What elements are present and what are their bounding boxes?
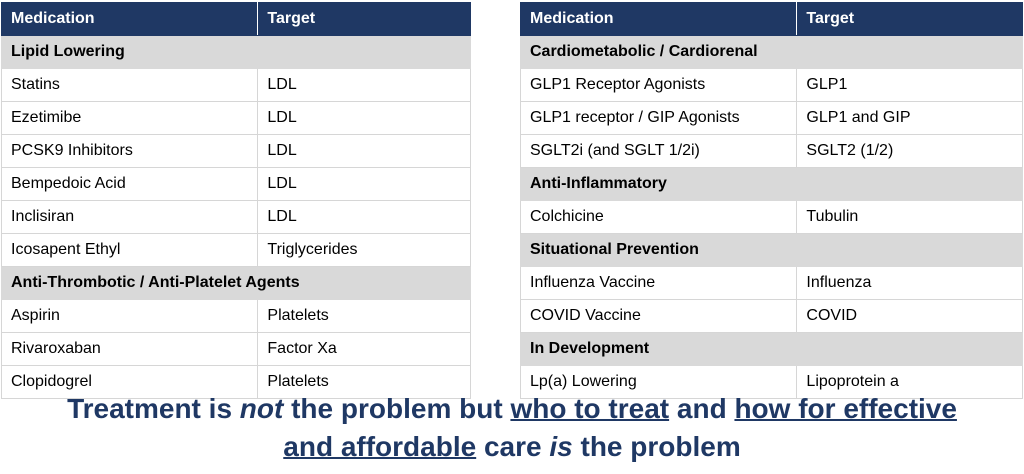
section-label: Lipid Lowering: [1, 35, 471, 69]
table-row: Clopidogrel Platelets: [0, 365, 471, 399]
target-cell: Lipoprotein a: [796, 365, 1023, 399]
target-cell: LDL: [257, 167, 471, 201]
right-medication-table: Medication Target Cardiometabolic / Card…: [519, 2, 1023, 399]
caption-segment: how for effective: [734, 393, 957, 424]
caption-segment: who to treat: [510, 393, 670, 424]
table-row: SGLT2i (and SGLT 1/2i) SGLT2 (1/2): [519, 134, 1023, 168]
caption-segment: care: [476, 431, 550, 462]
medication-cell: Statins: [0, 68, 259, 102]
target-cell: SGLT2 (1/2): [796, 134, 1023, 168]
section-header-row: Lipid Lowering: [1, 35, 471, 69]
medication-cell: GLP1 Receptor Agonists: [519, 68, 798, 102]
caption-segment: is: [549, 431, 573, 462]
target-cell: Influenza: [796, 266, 1023, 300]
caption-segment: not: [239, 393, 284, 424]
right-table-body: Cardiometabolic / Cardiorenal GLP1 Recept…: [519, 35, 1023, 399]
section-label: Cardiometabolic / Cardiorenal: [520, 35, 1023, 69]
medication-cell: Colchicine: [519, 200, 798, 234]
table-row: Lp(a) Lowering Lipoprotein a: [519, 365, 1023, 399]
target-cell: Triglycerides: [257, 233, 471, 267]
section-label: In Development: [520, 332, 1023, 366]
table-row: Aspirin Platelets: [0, 299, 471, 333]
medication-cell: Influenza Vaccine: [519, 266, 798, 300]
caption-segment: and: [669, 393, 735, 424]
right-header-medication: Medication: [519, 2, 798, 36]
target-cell: LDL: [257, 134, 471, 168]
medication-cell: Rivaroxaban: [0, 332, 259, 366]
caption-segment: the problem but: [283, 393, 511, 424]
caption-segment: Treatment is: [67, 393, 240, 424]
medication-cell: Lp(a) Lowering: [519, 365, 798, 399]
table-row: Bempedoic Acid LDL: [0, 167, 471, 201]
summary-caption: Treatment is not the problem but who to …: [0, 390, 1024, 466]
table-row: Inclisiran LDL: [0, 200, 471, 234]
medication-cell: Icosapent Ethyl: [0, 233, 259, 267]
target-cell: GLP1 and GIP: [796, 101, 1023, 135]
section-header-row: Situational Prevention: [520, 233, 1023, 267]
left-table-body: Lipid Lowering Statins LDL Ezetimibe LDL PCSK…: [0, 35, 471, 399]
section-label: Anti-Thrombotic / Anti-Platelet Agents: [1, 266, 471, 300]
medication-cell: Clopidogrel: [0, 365, 259, 399]
target-cell: LDL: [257, 68, 471, 102]
medication-cell: COVID Vaccine: [519, 299, 798, 333]
table-row: Statins LDL: [0, 68, 471, 102]
target-cell: Platelets: [257, 365, 471, 399]
caption-segment: and affordable: [283, 431, 477, 462]
target-cell: LDL: [257, 200, 471, 234]
table-row: Ezetimibe LDL: [0, 101, 471, 135]
right-header-target: Target: [796, 2, 1023, 36]
left-header-medication: Medication: [0, 2, 259, 36]
medication-cell: Inclisiran: [0, 200, 259, 234]
target-cell: GLP1: [796, 68, 1023, 102]
medication-cell: Bempedoic Acid: [0, 167, 259, 201]
medication-cell: Aspirin: [0, 299, 259, 333]
section-header-row: Anti-Inflammatory: [520, 167, 1023, 201]
table-row: Colchicine Tubulin: [519, 200, 1023, 234]
target-cell: LDL: [257, 101, 471, 135]
left-header-target: Target: [257, 2, 471, 36]
section-header-row: Cardiometabolic / Cardiorenal: [520, 35, 1023, 69]
section-header-row: In Development: [520, 332, 1023, 366]
medication-cell: SGLT2i (and SGLT 1/2i): [519, 134, 798, 168]
medication-cell: PCSK9 Inhibitors: [0, 134, 259, 168]
table-row: PCSK9 Inhibitors LDL: [0, 134, 471, 168]
target-cell: Platelets: [257, 299, 471, 333]
medication-cell: GLP1 receptor / GIP Agonists: [519, 101, 798, 135]
table-row: GLP1 receptor / GIP Agonists GLP1 and GIP: [519, 101, 1023, 135]
table-row: Influenza Vaccine Influenza: [519, 266, 1023, 300]
table-row: Icosapent Ethyl Triglycerides: [0, 233, 471, 267]
left-table-header-row: Medication Target: [0, 2, 471, 36]
caption-segment: the problem: [572, 431, 741, 462]
section-header-row: Anti-Thrombotic / Anti-Platelet Agents: [1, 266, 471, 300]
target-cell: Tubulin: [796, 200, 1023, 234]
section-label: Situational Prevention: [520, 233, 1023, 267]
table-row: Rivaroxaban Factor Xa: [0, 332, 471, 366]
right-table-header-row: Medication Target: [519, 2, 1023, 36]
left-medication-table: Medication Target Lipid Lowering Statins L…: [0, 2, 471, 399]
table-row: COVID Vaccine COVID: [519, 299, 1023, 333]
target-cell: Factor Xa: [257, 332, 471, 366]
section-label: Anti-Inflammatory: [520, 167, 1023, 201]
medication-cell: Ezetimibe: [0, 101, 259, 135]
table-row: GLP1 Receptor Agonists GLP1: [519, 68, 1023, 102]
target-cell: COVID: [796, 299, 1023, 333]
